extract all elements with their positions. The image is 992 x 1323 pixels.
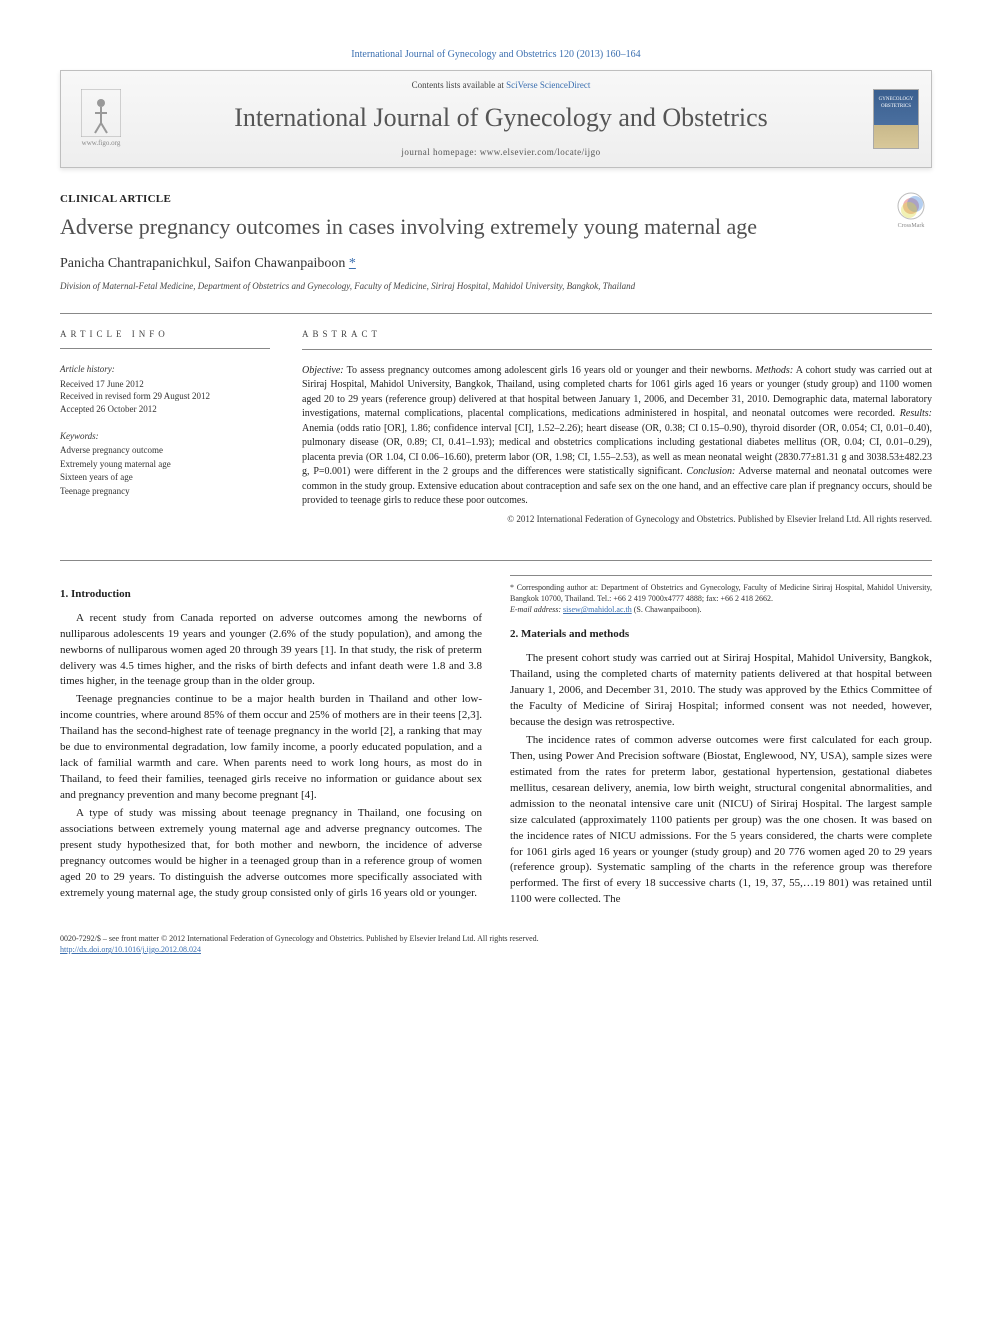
- abstract-column: abstract Objective: To assess pregnancy …: [302, 328, 932, 526]
- info-separator: [60, 348, 270, 349]
- abs-methods-lead: Methods:: [755, 365, 793, 376]
- authors: Panicha Chantrapanichkul, Saifon Chawanp…: [60, 254, 932, 274]
- info-abstract-row: article info Article history: Received 1…: [60, 328, 932, 526]
- keyword-item: Adverse pregnancy outcome: [60, 444, 270, 457]
- abs-conclusion-lead: Conclusion:: [686, 466, 735, 477]
- body-paragraph: The present cohort study was carried out…: [510, 651, 932, 731]
- keywords-block: Keywords: Adverse pregnancy outcome Extr…: [60, 430, 270, 498]
- journal-banner: www.figo.org Contents lists available at…: [60, 70, 932, 168]
- history-accepted: Accepted 26 October 2012: [60, 403, 270, 416]
- homepage-url: www.elsevier.com/locate/ijgo: [480, 147, 601, 157]
- body-paragraph: A recent study from Canada reported on a…: [60, 611, 482, 691]
- abs-objective-lead: Objective:: [302, 365, 344, 376]
- figo-url-label: www.figo.org: [82, 139, 121, 147]
- journal-cover-thumbnail: GYNECOLOGY OBSTETRICS: [873, 89, 919, 149]
- keyword-item: Teenage pregnancy: [60, 485, 270, 498]
- article-title: Adverse pregnancy outcomes in cases invo…: [60, 213, 932, 241]
- abstract-text: Objective: To assess pregnancy outcomes …: [302, 364, 932, 509]
- affiliation: Division of Maternal-Fetal Medicine, Dep…: [60, 280, 932, 293]
- contents-available-line: Contents lists available at SciVerse Sci…: [129, 79, 873, 92]
- running-header: International Journal of Gynecology and …: [60, 48, 932, 62]
- abstract-copyright: © 2012 International Federation of Gynec…: [302, 513, 932, 526]
- body-paragraph: The incidence rates of common adverse ou…: [510, 733, 932, 908]
- body-columns: 1. Introduction A recent study from Cana…: [60, 575, 932, 915]
- contents-prefix: Contents lists available at: [412, 80, 506, 90]
- article-info-label: article info: [60, 328, 270, 341]
- body-paragraph: A type of study was missing about teenag…: [60, 806, 482, 902]
- email-suffix: (S. Chawanpaiboon).: [632, 605, 702, 614]
- corresponding-email-link[interactable]: sisew@mahidol.ac.th: [563, 605, 632, 614]
- crossmark-badge[interactable]: CrossMark: [890, 192, 932, 230]
- homepage-prefix: journal homepage:: [401, 147, 479, 157]
- sciencedirect-link[interactable]: SciVerse ScienceDirect: [506, 80, 590, 90]
- article-type: CLINICAL ARTICLE: [60, 192, 932, 207]
- homepage-line: journal homepage: www.elsevier.com/locat…: [129, 146, 873, 159]
- corresponding-author-footnote: * Corresponding author at: Department of…: [510, 582, 932, 604]
- section-2-title: 2. Materials and methods: [510, 627, 932, 643]
- article-info-column: article info Article history: Received 1…: [60, 328, 270, 526]
- article-header-block: CrossMark CLINICAL ARTICLE Adverse pregn…: [60, 192, 932, 293]
- article-history-block: Article history: Received 17 June 2012 R…: [60, 363, 270, 415]
- history-received: Received 17 June 2012: [60, 378, 270, 391]
- keywords-label: Keywords:: [60, 430, 270, 443]
- keyword-item: Extremely young maternal age: [60, 458, 270, 471]
- banner-center: Contents lists available at SciVerse Sci…: [129, 79, 873, 159]
- author-names: Panicha Chantrapanichkul, Saifon Chawanp…: [60, 256, 345, 271]
- footnotes-block: * Corresponding author at: Department of…: [510, 575, 932, 616]
- history-revised: Received in revised form 29 August 2012: [60, 390, 270, 403]
- figo-logo: www.figo.org: [73, 89, 129, 149]
- abstract-label: abstract: [302, 328, 932, 341]
- doi-link[interactable]: http://dx.doi.org/10.1016/j.ijgo.2012.08…: [60, 945, 201, 954]
- keyword-item: Sixteen years of age: [60, 471, 270, 484]
- body-paragraph: Teenage pregnancies continue to be a maj…: [60, 692, 482, 804]
- abs-objective: To assess pregnancy outcomes among adole…: [344, 365, 756, 376]
- history-label: Article history:: [60, 363, 270, 376]
- page-footer: 0020-7292/$ – see front matter © 2012 In…: [60, 933, 932, 955]
- email-footnote: E-mail address: sisew@mahidol.ac.th (S. …: [510, 604, 932, 615]
- footer-copyright: 0020-7292/$ – see front matter © 2012 In…: [60, 933, 932, 944]
- abs-results-lead: Results:: [900, 408, 932, 419]
- separator-line: [60, 313, 932, 314]
- corresponding-author-mark[interactable]: *: [349, 256, 356, 271]
- section-1-title: 1. Introduction: [60, 587, 482, 603]
- body-separator: [60, 560, 932, 561]
- email-label: E-mail address:: [510, 605, 563, 614]
- abstract-separator: [302, 349, 932, 350]
- journal-title: International Journal of Gynecology and …: [129, 100, 873, 136]
